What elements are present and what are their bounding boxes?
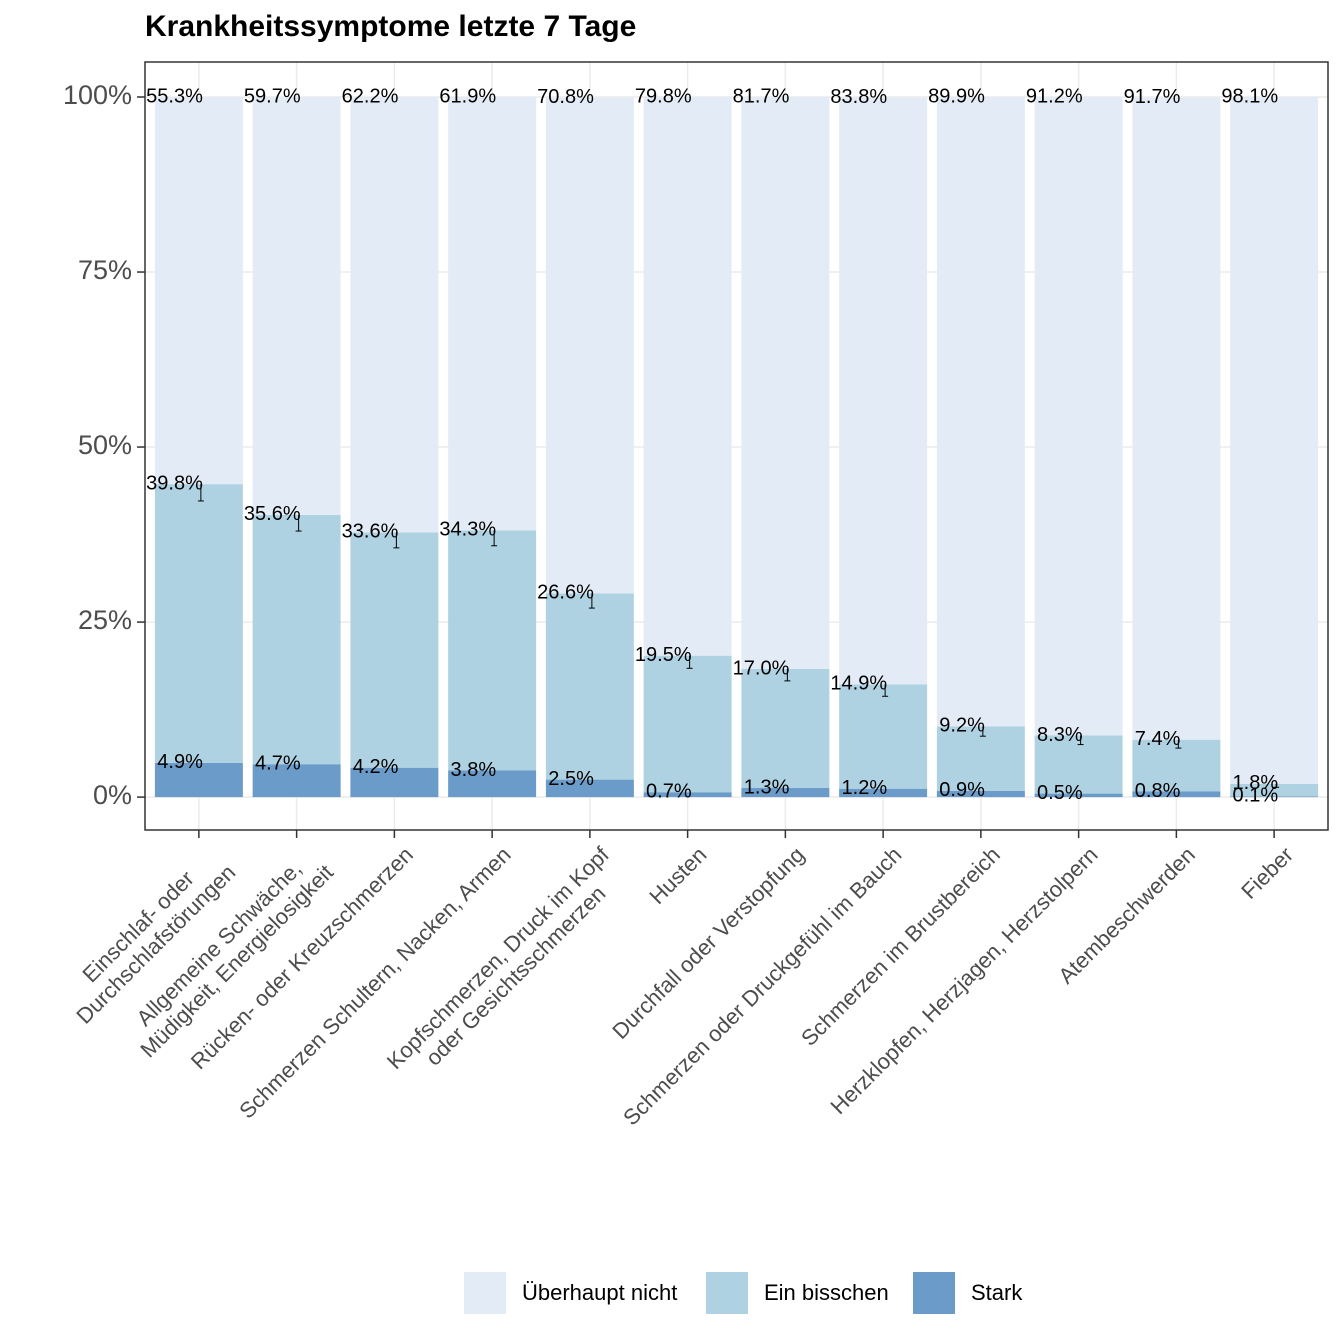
value-label: 0.8% — [1135, 780, 1181, 802]
value-label: 79.8% — [635, 85, 692, 107]
bar-segment — [1034, 735, 1123, 794]
legend-label: Überhaupt nicht — [522, 1280, 677, 1305]
bar-segment — [643, 655, 732, 793]
bar-segment — [448, 530, 537, 771]
bar-segment — [936, 790, 1025, 798]
legend-swatch — [913, 1272, 955, 1314]
bar-segment — [1230, 783, 1319, 797]
value-label: 4.2% — [353, 756, 399, 778]
value-label: 91.7% — [1124, 86, 1181, 108]
bar-segment — [154, 762, 243, 798]
value-label: 1.8% — [1233, 772, 1279, 794]
y-tick-label: 100% — [63, 80, 132, 110]
value-label: 62.2% — [342, 85, 399, 107]
value-label: 9.2% — [939, 715, 985, 737]
bar-segment — [741, 787, 830, 798]
bar-segment — [1132, 791, 1221, 798]
bar-segment — [154, 97, 243, 485]
y-tick-label: 50% — [78, 430, 132, 460]
value-label: 33.6% — [342, 521, 399, 543]
bar-segment — [252, 97, 341, 515]
value-label: 83.8% — [830, 86, 887, 108]
value-label: 0.5% — [1037, 782, 1083, 804]
value-label: 7.4% — [1135, 728, 1181, 750]
value-label: 98.1% — [1221, 85, 1278, 107]
value-label: 19.5% — [635, 644, 692, 666]
value-label: 91.2% — [1026, 85, 1083, 107]
value-label: 2.5% — [548, 768, 594, 790]
bar-segment — [1230, 97, 1319, 784]
bar-segment — [839, 788, 928, 798]
bar-segment — [741, 97, 830, 669]
value-label: 70.8% — [537, 86, 594, 108]
bar-segment — [350, 97, 439, 533]
y-tick-label: 25% — [78, 605, 132, 635]
value-label: 4.9% — [157, 751, 203, 773]
bar-segment — [936, 726, 1025, 791]
legend-swatch — [464, 1272, 506, 1314]
bar-segment — [1034, 97, 1123, 736]
legend-label: Stark — [971, 1280, 1023, 1305]
bar-segment — [252, 514, 341, 765]
value-label: 81.7% — [733, 85, 790, 107]
value-label: 59.7% — [244, 85, 301, 107]
value-label: 34.3% — [439, 519, 496, 541]
bar-segment — [350, 532, 439, 768]
y-tick-label: 75% — [78, 255, 132, 285]
value-label: 4.7% — [255, 752, 301, 774]
value-label: 0.9% — [939, 779, 985, 801]
value-label: 0.1% — [1233, 785, 1279, 807]
value-label: 1.3% — [744, 776, 790, 798]
bar-segment — [643, 97, 732, 656]
value-label: 14.9% — [830, 673, 887, 695]
value-label: 39.8% — [146, 472, 203, 494]
bar-segment — [154, 484, 243, 763]
legend-swatch — [706, 1272, 748, 1314]
bar-segment — [643, 792, 732, 798]
bar-segment — [936, 97, 1025, 727]
value-label: 89.9% — [928, 85, 985, 107]
bar-segment — [350, 767, 439, 798]
value-label: 3.8% — [451, 759, 497, 781]
value-label: 35.6% — [244, 503, 301, 525]
value-label: 8.3% — [1037, 724, 1083, 746]
bar-segment — [741, 668, 830, 788]
panel-border — [144, 61, 1329, 831]
y-tick-label: 0% — [93, 780, 132, 810]
value-label: 61.9% — [439, 85, 496, 107]
value-label: 55.3% — [146, 85, 203, 107]
chart-title: Krankheitssymptome letzte 7 Tage — [145, 10, 636, 43]
value-label: 26.6% — [537, 582, 594, 604]
bar-segment — [545, 779, 634, 798]
bar-segment — [839, 97, 928, 685]
bar-segment — [1034, 793, 1123, 798]
bar-segment — [545, 593, 634, 780]
value-label: 0.7% — [646, 780, 692, 802]
bar-segment — [448, 97, 537, 531]
legend-label: Ein bisschen — [764, 1280, 889, 1305]
bar-segment — [252, 764, 341, 798]
bar-segment — [545, 97, 634, 594]
value-label: 1.2% — [842, 777, 888, 799]
bar-segment — [1132, 97, 1221, 740]
value-label: 17.0% — [733, 657, 790, 679]
bar-segment — [448, 770, 537, 798]
bar-segment — [1230, 796, 1319, 798]
bar-segment — [839, 684, 928, 789]
